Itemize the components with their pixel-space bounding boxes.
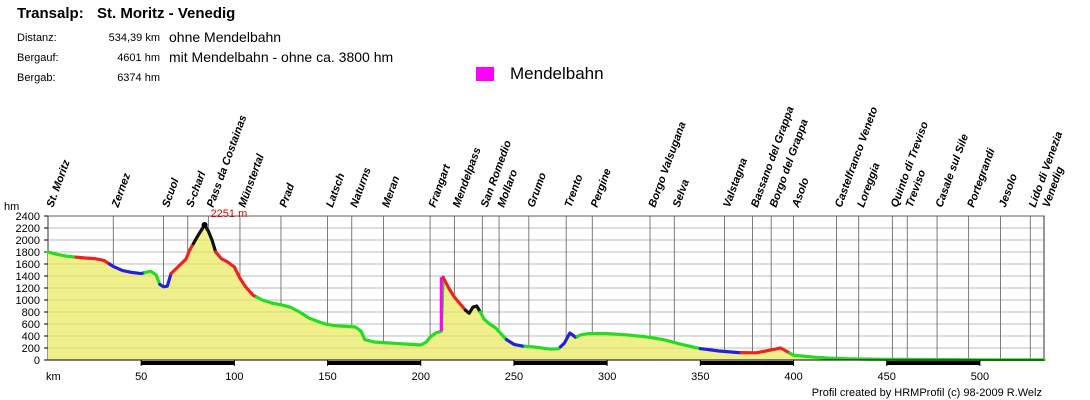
max-annotation-label: 2251 m — [211, 208, 248, 220]
y-tick-label: 2000 — [16, 235, 40, 247]
y-tick-label: 800 — [22, 307, 40, 319]
stat-value-distance: 534,39 km — [108, 32, 160, 44]
x-tick-label: 200 — [412, 371, 430, 383]
x-tick-label: 50 — [135, 371, 147, 383]
place-label: Zernez — [109, 171, 133, 210]
place-label: Portegrandi — [965, 146, 998, 209]
place-label: Frangart — [427, 162, 454, 209]
stat-label-descent: Bergab: — [17, 72, 56, 84]
y-tick-label: 1000 — [16, 295, 40, 307]
profile-segment-flat — [326, 275, 445, 347]
y-tick-label: 2400 — [16, 211, 40, 223]
place-label: Valstagna — [721, 157, 750, 210]
route-name: St. Moritz - Venedig — [97, 5, 236, 22]
stat-value-ascent: 4601 hm — [117, 52, 160, 64]
profile-area — [48, 224, 1044, 360]
x-axis-label: km — [46, 371, 61, 383]
y-tick-label: 600 — [22, 319, 40, 331]
y-tick-label: 400 — [22, 331, 40, 343]
place-label: Prad — [278, 182, 298, 209]
profile-segment-flat — [523, 344, 563, 351]
profile-segment-up — [169, 242, 195, 276]
profile-segment-up — [214, 250, 236, 269]
profile-segment-up — [232, 265, 259, 299]
profile-segment-flat — [255, 295, 330, 327]
x-axis-bar-segment — [327, 361, 421, 365]
place-label: Jesolo — [997, 172, 1020, 209]
place-label: Münstertal — [237, 152, 268, 209]
stat-value-descent: 6374 hm — [117, 72, 160, 84]
place-label: Mendelpass — [451, 146, 484, 209]
x-axis-bar-segment — [700, 361, 794, 365]
y-tick-label: 1800 — [16, 247, 40, 259]
profile-segment-flat — [788, 351, 824, 360]
y-tick-label: 1400 — [16, 271, 40, 283]
place-label: Scuol — [160, 176, 182, 209]
stat-label-distance: Distanz: — [17, 32, 57, 44]
place-label: Selva — [671, 178, 692, 209]
place-label: Pergine — [589, 167, 614, 209]
place-label: St. Moritz — [45, 158, 73, 209]
y-tick-label: 1600 — [16, 259, 40, 271]
profile-segment-steep — [191, 223, 218, 254]
x-axis-bar-segment — [886, 361, 980, 365]
place-label: Meran — [380, 174, 402, 209]
profile-segment-steep — [463, 304, 482, 315]
x-tick-label: 450 — [878, 371, 896, 383]
legend-label: Mendelbahn — [510, 64, 604, 83]
profile-segment-down — [107, 262, 147, 276]
profile-segment-down — [158, 272, 173, 289]
stat-label-ascent: Bergauf: — [17, 52, 59, 64]
place-label: Casale sul Sile — [934, 132, 972, 209]
x-axis-bar-segment — [141, 361, 235, 365]
x-tick-label: 300 — [598, 371, 616, 383]
y-tick-label: 0 — [34, 355, 40, 367]
y-tick-label: 2200 — [16, 223, 40, 235]
max-point — [201, 221, 208, 228]
credit-text: Profil created by HRMProfil (c) 98-2009 … — [812, 387, 1042, 399]
place-label: Grumo — [525, 171, 549, 209]
stat-note-distance: ohne Mendelbahn — [169, 29, 282, 45]
profile-segment-flat — [143, 269, 162, 286]
x-axis-bar-segment — [513, 361, 608, 365]
y-tick-label: 1200 — [16, 283, 40, 295]
y-tick-label: 200 — [22, 343, 40, 355]
profile-segment-flat — [478, 310, 509, 342]
profile-segment-up — [739, 346, 792, 355]
x-tick-label: 350 — [691, 371, 709, 383]
place-label: Asolo — [790, 176, 812, 210]
profile-segment-down — [698, 347, 743, 355]
route-label: Transalp: — [17, 5, 84, 22]
x-tick-label: 400 — [784, 371, 802, 383]
x-tick-label: 100 — [225, 371, 243, 383]
x-tick-label: 250 — [505, 371, 523, 383]
stat-note-ascent: mit Mendelbahn - ohne ca. 3800 hm — [169, 49, 394, 65]
place-label: Naturns — [348, 166, 373, 209]
legend-swatch — [476, 67, 494, 81]
x-tick-label: 150 — [318, 371, 336, 383]
y-axis-label: hm — [4, 201, 19, 213]
profile-segment-flat — [575, 332, 702, 351]
place-label: Castelfranco Veneto — [833, 105, 881, 209]
profile-segment-up — [441, 275, 468, 312]
place-label: Trento — [563, 173, 586, 209]
profile-segment-flat — [46, 250, 78, 259]
profile-segment-up — [74, 255, 112, 266]
place-label: Loreggia — [855, 161, 882, 209]
place-label: Latsch — [324, 171, 347, 209]
x-tick-label: 500 — [971, 371, 989, 383]
